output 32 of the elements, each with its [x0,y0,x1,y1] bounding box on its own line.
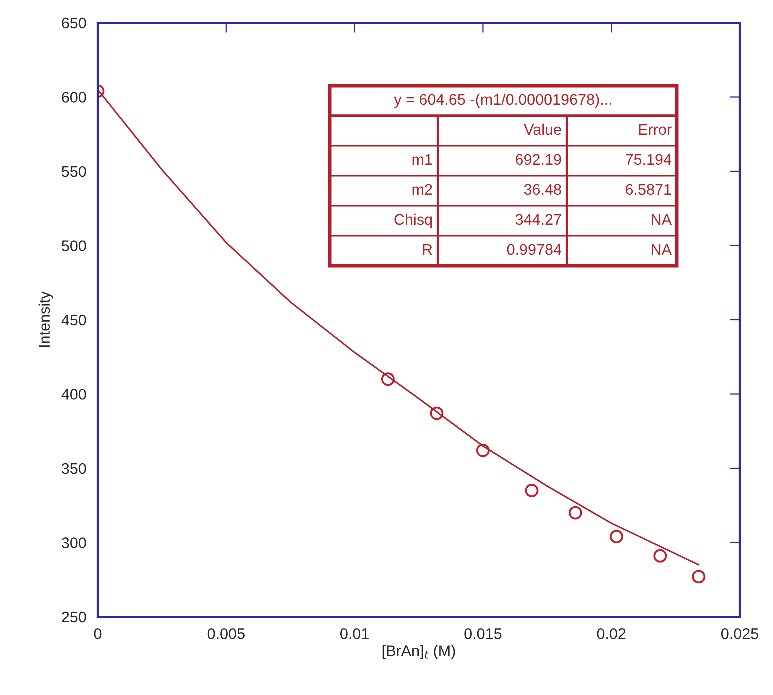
annotation: Error [639,124,672,136]
annotation: NA [652,244,672,255]
y-tick-label: 650 [62,18,86,29]
annotation: 75.194 [626,154,672,166]
annotation: Chisq [394,214,432,228]
annotation: y = 604.65 -(m1/0.000019678)... [394,94,612,108]
y-tick-label: 550 [62,166,86,178]
annotation: NA [652,214,672,225]
annotation: m2 [412,184,432,195]
y-tick-label: 450 [62,314,86,326]
annotation: R [423,244,432,255]
x-tick-label: 0.005 [208,628,245,640]
annotation: 344.27 [516,214,562,226]
x-tick-label: 0.01 [340,628,369,640]
annotation: 0.99784 [507,244,562,256]
y-tick-label: 600 [62,92,86,103]
x-tick-label: 0.025 [721,628,758,640]
y-axis-title: Intensity [38,292,54,348]
x-tick-label: 0.015 [464,628,502,640]
x-axis-title: [BrAn]$_{t}$ (M) [382,645,456,660]
y-tick-label: 300 [62,538,86,548]
x-tick-label: 0.02 [597,628,626,640]
annotation: 692.19 [516,154,562,166]
annotation: m1 [412,154,432,165]
y-tick-label: 250 [62,612,86,623]
y-tick-label: 400 [62,389,86,400]
y-tick-label: 500 [62,240,86,252]
x-tick-label: 0 [94,628,102,640]
annotation: 36.48 [524,184,562,196]
annotation: 6.5871 [626,184,672,196]
y-tick-label: 350 [62,463,86,474]
annotation: Value [524,124,562,136]
